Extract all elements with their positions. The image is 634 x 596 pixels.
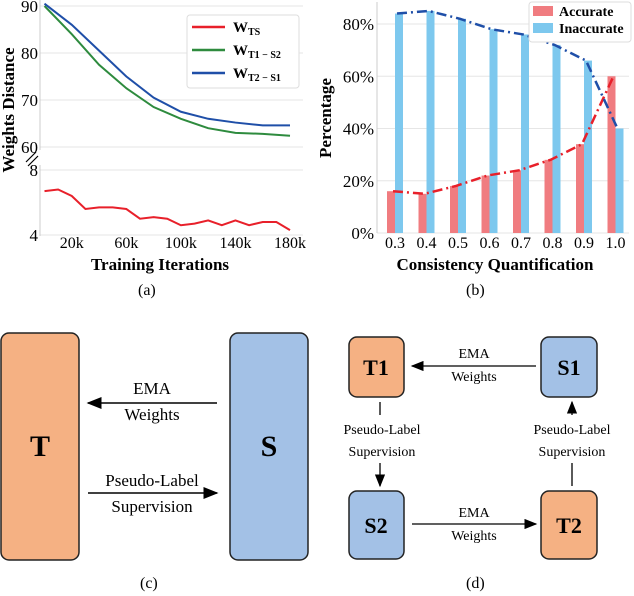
panel-label-a: (a) xyxy=(138,282,156,299)
bar-inaccurate xyxy=(615,128,624,233)
t1-box xyxy=(348,336,405,398)
y-tick-label: 60% xyxy=(343,67,374,86)
panel-label-c: (c) xyxy=(140,575,158,592)
s2-label: S2 xyxy=(364,513,387,538)
y-tick-label: 8 xyxy=(30,161,39,180)
x-tick-label: 0.3 xyxy=(385,235,405,252)
legend xyxy=(528,1,632,43)
bar-accurate xyxy=(544,159,553,233)
y-tick-label: 80 xyxy=(21,44,38,63)
t2-label: T2 xyxy=(556,513,582,538)
bar-accurate xyxy=(481,175,490,233)
pseudo-label-left-2: Supervision xyxy=(349,445,416,460)
diagram-d: T1 S1 S2 T2 EMA Weights EMA Weights Pseu… xyxy=(343,336,611,560)
x-tick-label: 0.7 xyxy=(511,235,531,252)
pseudo-label-left-1: Pseudo-Label xyxy=(344,423,421,438)
legend-swatch xyxy=(533,23,553,33)
chart-a-weights-distance: 60 70 80 90 4 8 20k 60k 100k 140k 180k Training Ite… xyxy=(0,0,306,274)
x-tick-label: 60k xyxy=(114,235,138,252)
t2-box xyxy=(540,490,598,560)
y-tick-label: 60 xyxy=(21,138,38,157)
legend-swatch xyxy=(533,6,553,16)
pseudo-label-1: Pseudo-Label xyxy=(105,471,199,490)
bar-inaccurate xyxy=(552,44,561,234)
y-axis-label: Percentage xyxy=(317,78,335,158)
bar-accurate xyxy=(576,144,584,233)
student-label: S xyxy=(261,430,278,463)
bar-inaccurate xyxy=(395,13,403,233)
series-line xyxy=(44,188,291,231)
chart-b-percentage: 0% 20% 40% 60% 80% 0.3 0.4 0.5 0.6 0.7 0.8 0.9 1.0 Co… xyxy=(317,1,632,274)
ema-label-1: EMA xyxy=(133,379,172,398)
pseudo-label-2: Supervision xyxy=(111,497,193,516)
s1-box xyxy=(540,336,598,398)
y-tick-label: 20% xyxy=(343,172,374,191)
diagram-c: T S EMA Weights Pseudo-Label Supervision xyxy=(0,332,309,561)
x-tick-label: 1.0 xyxy=(606,235,626,252)
bar-inaccurate xyxy=(521,34,529,234)
y-axis-label: Weights Distance xyxy=(0,47,18,173)
ema-label-top-2: Weights xyxy=(451,370,497,385)
bar-accurate xyxy=(450,185,458,233)
x-tick-label: 100k xyxy=(165,235,197,252)
series-line xyxy=(43,2,290,127)
student-box xyxy=(229,332,309,561)
bar-accurate xyxy=(513,170,521,233)
x-tick-label: 0.8 xyxy=(543,235,563,252)
pseudo-label-right-2: Supervision xyxy=(539,445,606,460)
bar-inaccurate xyxy=(458,18,466,234)
y-tick-label: 90 xyxy=(21,0,38,16)
legend-label: Accurate xyxy=(559,5,613,20)
x-tick-label: 0.4 xyxy=(417,235,437,252)
s1-label: S1 xyxy=(557,355,580,380)
teacher-box xyxy=(0,332,80,561)
panel-label-b: (b) xyxy=(466,282,485,299)
y-tick-label: 0% xyxy=(351,224,374,243)
bar-accurate xyxy=(387,191,395,233)
x-tick-label: 180k xyxy=(274,235,306,252)
pseudo-label-right-1: Pseudo-Label xyxy=(534,423,611,438)
y-tick-label: 40% xyxy=(343,120,374,139)
bar-accurate xyxy=(418,193,427,233)
t1-label: T1 xyxy=(363,355,389,380)
legend xyxy=(186,14,300,89)
x-tick-label: 140k xyxy=(219,235,251,252)
x-axis-label: Consistency Quantification xyxy=(397,255,594,274)
x-tick-label: 20k xyxy=(60,235,84,252)
bar-inaccurate xyxy=(489,29,498,233)
axis-break-mark xyxy=(25,151,39,167)
x-tick-label: 0.6 xyxy=(480,235,500,252)
legend-label: Inaccurate xyxy=(559,22,624,37)
x-tick-label: 0.5 xyxy=(448,235,468,252)
bar-inaccurate xyxy=(584,60,592,234)
y-tick-label: 4 xyxy=(30,226,39,245)
ema-label-bottom-2: Weights xyxy=(451,529,497,544)
x-tick-label: 0.9 xyxy=(574,235,594,252)
s2-box xyxy=(348,490,405,560)
bar-accurate xyxy=(607,76,616,233)
y-tick-label: 80% xyxy=(343,15,374,34)
teacher-label: T xyxy=(30,430,50,463)
ema-label-top-1: EMA xyxy=(458,347,490,362)
series-line xyxy=(43,5,291,137)
panel-label-d: (d) xyxy=(466,575,485,592)
x-axis-label: Training Iterations xyxy=(91,255,229,274)
y-tick-label: 70 xyxy=(21,91,38,110)
bar-inaccurate xyxy=(426,10,435,233)
ema-label-2: Weights xyxy=(124,405,179,424)
ema-label-bottom-1: EMA xyxy=(458,506,490,521)
